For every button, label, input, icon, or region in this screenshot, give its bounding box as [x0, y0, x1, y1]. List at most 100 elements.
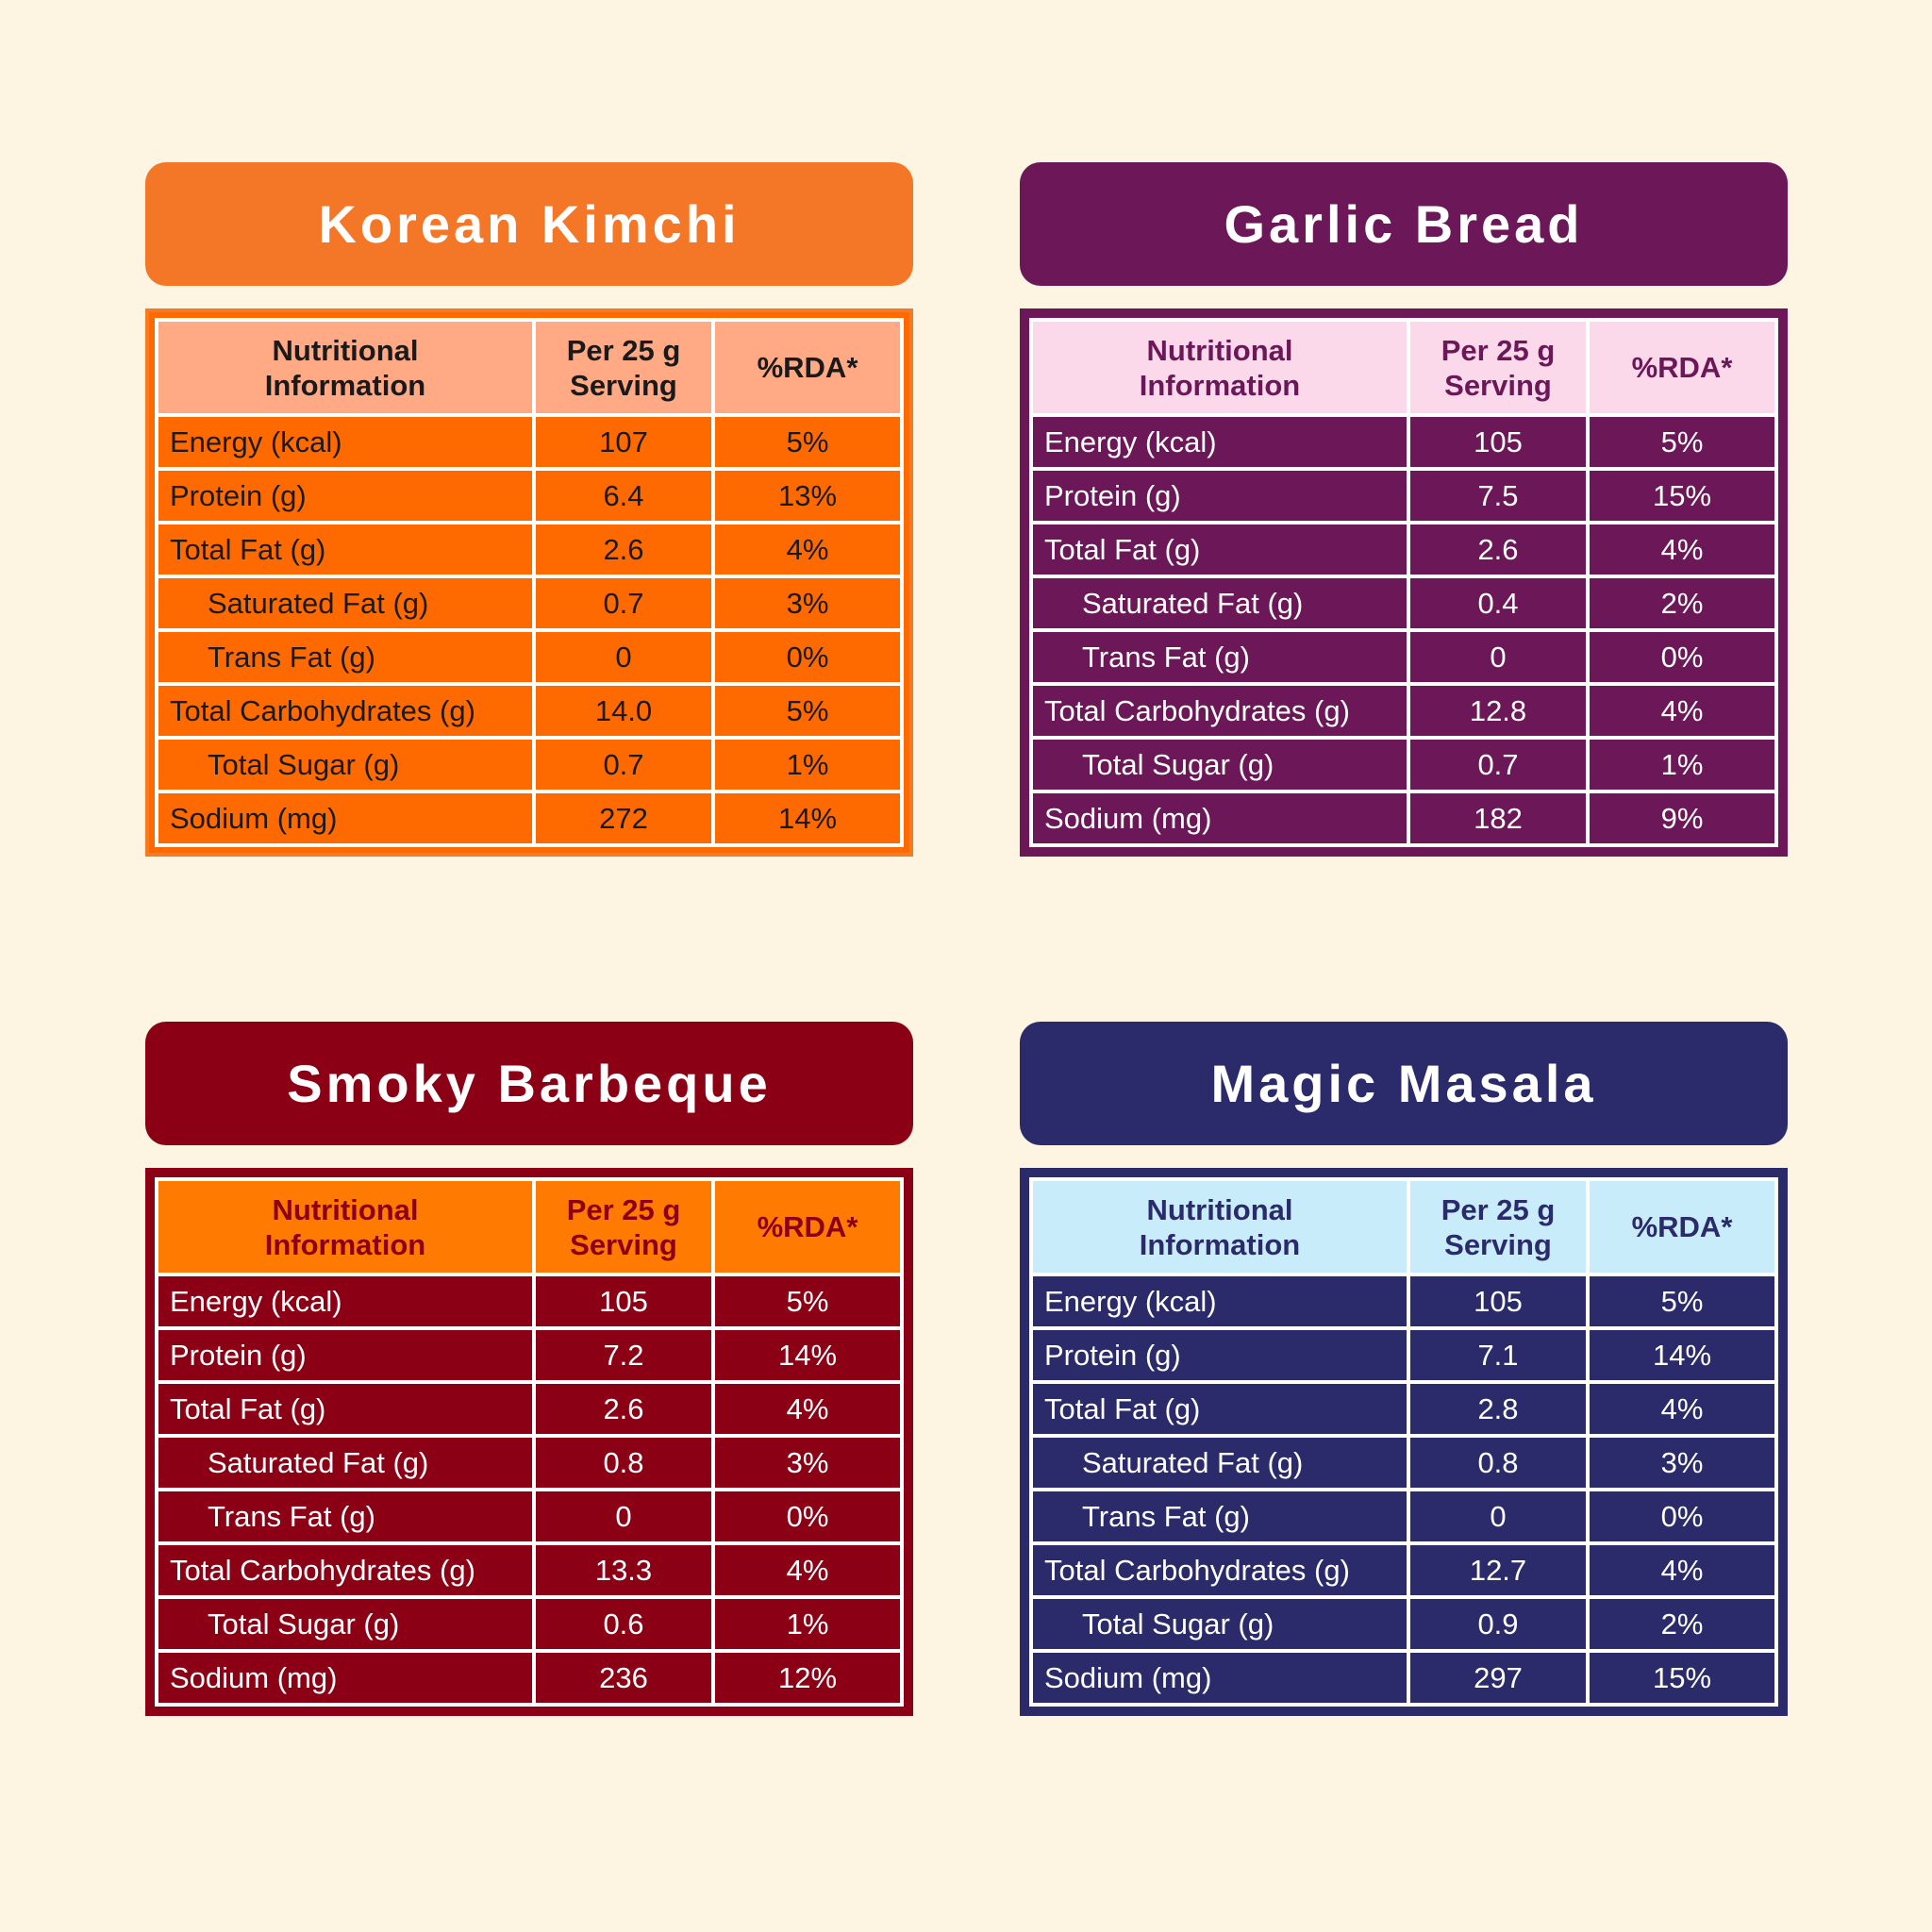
serving-value: 0: [532, 628, 715, 686]
header-per-serving-line: Per 25 g: [1441, 1192, 1556, 1226]
rda-value: 4%: [711, 1541, 904, 1599]
rda-value: 15%: [1586, 467, 1778, 525]
serving-value: 7.2: [532, 1326, 715, 1384]
rda-value: 0%: [1586, 1488, 1778, 1545]
product-title: Magic Masala: [1020, 1022, 1788, 1145]
header-rda: %RDA*: [711, 318, 904, 417]
nutrition-panel: Magic Masala Nutritional Information Per 25…: [1020, 1022, 1788, 1716]
table-row: Trans Fat (g) 0 0%: [155, 1488, 904, 1545]
rda-value: 2%: [1586, 575, 1778, 632]
serving-value: 2.6: [532, 521, 715, 578]
table-row: Total Sugar (g) 0.6 1%: [155, 1595, 904, 1653]
serving-value: 2.6: [532, 1380, 715, 1438]
product-title: Smoky Barbeque: [145, 1022, 913, 1145]
table-row: Total Carbohydrates (g) 13.3 4%: [155, 1541, 904, 1599]
nutrient-label: Total Carbohydrates (g): [1029, 1541, 1410, 1599]
rda-value: 4%: [1586, 1380, 1778, 1438]
nutrition-panel: Smoky Barbeque Nutritional Information Per …: [145, 1022, 913, 1716]
serving-value: 14.0: [532, 682, 715, 740]
nutrition-table-frame: Nutritional Information Per 25 g Serving %RD…: [145, 1168, 913, 1716]
rda-value: 14%: [711, 790, 904, 847]
table-row: Total Sugar (g) 0.7 1%: [1029, 736, 1778, 793]
serving-value: 0.4: [1407, 575, 1590, 632]
rda-value: 13%: [711, 467, 904, 525]
rda-value: 3%: [711, 575, 904, 632]
table-row: Total Fat (g) 2.8 4%: [1029, 1380, 1778, 1438]
nutrition-panel: Korean Kimchi Nutritional Information Per 2…: [145, 162, 913, 857]
nutrient-label: Saturated Fat (g): [155, 1434, 536, 1491]
serving-value: 0.6: [532, 1595, 715, 1653]
product-title: Garlic Bread: [1020, 162, 1788, 286]
table-row: Total Fat (g) 2.6 4%: [1029, 521, 1778, 578]
nutrient-label: Trans Fat (g): [1029, 628, 1410, 686]
table-row: Trans Fat (g) 0 0%: [155, 628, 904, 686]
nutrient-label: Protein (g): [155, 467, 536, 525]
header-per-serving: Per 25 g Serving: [1407, 1177, 1590, 1276]
rda-value: 12%: [711, 1649, 904, 1707]
serving-value: 105: [532, 1273, 715, 1330]
table-row: Protein (g) 6.4 13%: [155, 467, 904, 525]
table-row: Total Sugar (g) 0.9 2%: [1029, 1595, 1778, 1653]
nutrient-label: Total Sugar (g): [1029, 1595, 1410, 1653]
rda-value: 4%: [711, 1380, 904, 1438]
nutrition-table: Nutritional Information Per 25 g Serving %RD…: [155, 318, 904, 847]
nutrient-label: Sodium (mg): [1029, 790, 1410, 847]
nutrient-label: Trans Fat (g): [1029, 1488, 1410, 1545]
serving-value: 0: [1407, 628, 1590, 686]
table-row: Total Sugar (g) 0.7 1%: [155, 736, 904, 793]
rda-value: 4%: [1586, 1541, 1778, 1599]
serving-value: 272: [532, 790, 715, 847]
nutrient-label: Total Carbohydrates (g): [1029, 682, 1410, 740]
rda-value: 15%: [1586, 1649, 1778, 1707]
serving-value: 0.9: [1407, 1595, 1590, 1653]
nutrition-table: Nutritional Information Per 25 g Serving %RD…: [1029, 318, 1778, 847]
serving-value: 13.3: [532, 1541, 715, 1599]
header-per-serving-line: Serving: [1444, 368, 1552, 402]
header-nutritional-information: Nutritional Information: [1029, 1177, 1410, 1276]
table-row: Sodium (mg) 297 15%: [1029, 1649, 1778, 1707]
header-rda-line: %RDA*: [757, 351, 858, 384]
nutrient-label: Protein (g): [1029, 1326, 1410, 1384]
header-nutritional-information-line: Nutritional: [1146, 333, 1293, 367]
rda-value: 2%: [1586, 1595, 1778, 1653]
rda-value: 5%: [711, 682, 904, 740]
header-nutritional-information-line: Information: [264, 368, 426, 402]
rda-value: 4%: [1586, 682, 1778, 740]
header-per-serving-line: Serving: [1444, 1227, 1552, 1261]
serving-value: 105: [1407, 413, 1590, 471]
nutrient-label: Saturated Fat (g): [1029, 575, 1410, 632]
table-row: Trans Fat (g) 0 0%: [1029, 628, 1778, 686]
rda-value: 0%: [1586, 628, 1778, 686]
table-row: Saturated Fat (g) 0.7 3%: [155, 575, 904, 632]
serving-value: 0: [532, 1488, 715, 1545]
header-per-serving-line: Per 25 g: [1441, 333, 1556, 367]
header-per-serving: Per 25 g Serving: [1407, 318, 1590, 417]
header-nutritional-information: Nutritional Information: [155, 318, 536, 417]
nutrient-label: Total Sugar (g): [1029, 736, 1410, 793]
serving-value: 0.8: [1407, 1434, 1590, 1491]
table-row: Trans Fat (g) 0 0%: [1029, 1488, 1778, 1545]
rda-value: 0%: [711, 628, 904, 686]
nutrient-label: Total Fat (g): [155, 1380, 536, 1438]
serving-value: 182: [1407, 790, 1590, 847]
table-header-row: Nutritional Information Per 25 g Serving %RD…: [155, 1177, 904, 1276]
header-per-serving: Per 25 g Serving: [532, 318, 715, 417]
table-row: Protein (g) 7.2 14%: [155, 1326, 904, 1384]
nutrient-label: Energy (kcal): [1029, 1273, 1410, 1330]
table-row: Total Fat (g) 2.6 4%: [155, 1380, 904, 1438]
nutrient-label: Sodium (mg): [155, 1649, 536, 1707]
serving-value: 7.1: [1407, 1326, 1590, 1384]
header-per-serving: Per 25 g Serving: [532, 1177, 715, 1276]
header-rda: %RDA*: [711, 1177, 904, 1276]
nutrient-label: Saturated Fat (g): [155, 575, 536, 632]
serving-value: 107: [532, 413, 715, 471]
rda-value: 1%: [711, 736, 904, 793]
nutrition-panel: Garlic Bread Nutritional Information Per 25…: [1020, 162, 1788, 857]
serving-value: 236: [532, 1649, 715, 1707]
rda-value: 9%: [1586, 790, 1778, 847]
serving-value: 2.8: [1407, 1380, 1590, 1438]
table-row: Energy (kcal) 107 5%: [155, 413, 904, 471]
nutrition-table-frame: Nutritional Information Per 25 g Serving %RD…: [145, 308, 913, 857]
table-row: Sodium (mg) 236 12%: [155, 1649, 904, 1707]
